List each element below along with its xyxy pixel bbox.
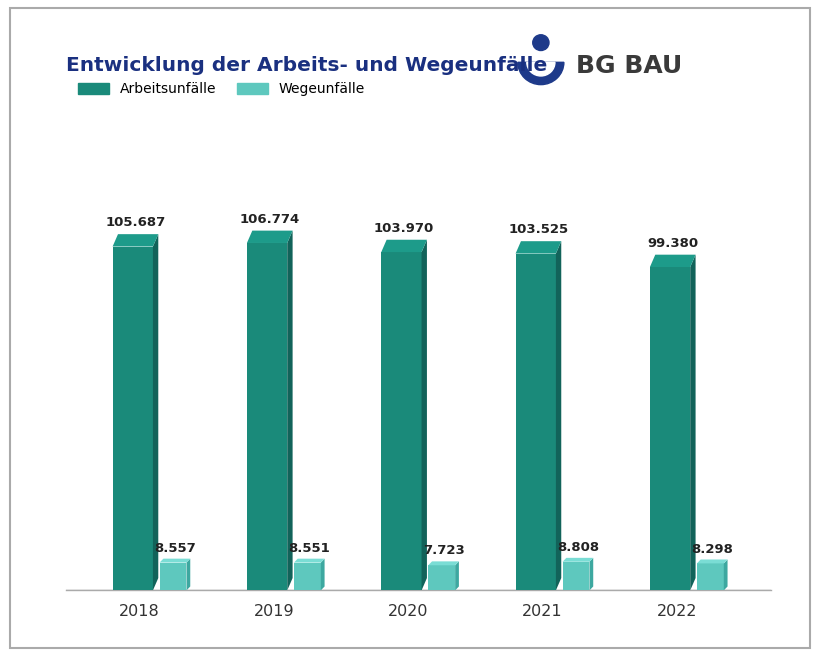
Text: 105.687: 105.687 (105, 216, 165, 230)
Wedge shape (526, 62, 554, 76)
Polygon shape (160, 563, 186, 590)
Text: 99.380: 99.380 (646, 237, 698, 250)
Text: 8.298: 8.298 (690, 543, 732, 556)
Text: 7.723: 7.723 (423, 544, 464, 558)
Polygon shape (152, 234, 158, 590)
Text: BG BAU: BG BAU (576, 54, 681, 78)
Polygon shape (293, 563, 320, 590)
Text: Entwicklung der Arbeits- und Wegeunfälle: Entwicklung der Arbeits- und Wegeunfälle (66, 56, 546, 75)
Polygon shape (690, 255, 695, 590)
Polygon shape (112, 247, 152, 590)
Polygon shape (562, 558, 592, 562)
Polygon shape (320, 559, 324, 590)
Polygon shape (555, 241, 560, 590)
Polygon shape (112, 234, 158, 247)
Polygon shape (515, 241, 560, 254)
Text: 106.774: 106.774 (239, 213, 300, 226)
Polygon shape (287, 231, 292, 590)
Polygon shape (381, 252, 421, 590)
Polygon shape (428, 562, 459, 565)
Text: 103.525: 103.525 (508, 223, 568, 236)
Polygon shape (428, 565, 455, 590)
Circle shape (532, 35, 549, 51)
Polygon shape (696, 560, 726, 564)
Polygon shape (562, 562, 589, 590)
Polygon shape (247, 231, 292, 243)
Polygon shape (649, 267, 690, 590)
Polygon shape (186, 559, 190, 590)
Polygon shape (515, 254, 555, 590)
Polygon shape (649, 255, 695, 267)
Text: 8.557: 8.557 (154, 542, 196, 555)
Polygon shape (455, 562, 459, 590)
Polygon shape (247, 243, 287, 590)
Text: 8.551: 8.551 (288, 542, 330, 555)
Wedge shape (518, 62, 563, 85)
Polygon shape (160, 559, 190, 563)
Polygon shape (293, 559, 324, 563)
Polygon shape (723, 560, 726, 590)
Polygon shape (589, 558, 592, 590)
Text: 103.970: 103.970 (373, 222, 434, 235)
Polygon shape (381, 239, 427, 252)
Text: 8.808: 8.808 (556, 541, 598, 554)
Legend: Arbeitsunfälle, Wegeunfälle: Arbeitsunfälle, Wegeunfälle (72, 77, 370, 102)
Polygon shape (696, 564, 723, 590)
Polygon shape (421, 239, 427, 590)
